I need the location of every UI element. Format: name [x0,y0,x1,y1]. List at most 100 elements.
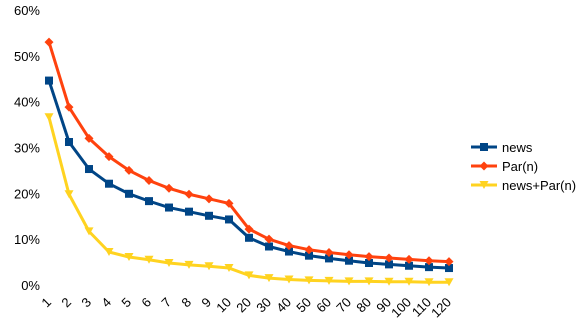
legend-label: news+Par(n) [502,178,576,193]
data-point [405,261,413,270]
data-point [444,257,454,267]
x-tick-label: 10 [213,295,234,316]
data-point [244,271,254,280]
y-tick-label: 60% [14,3,40,18]
chart-axes: 0% 10% 20% 30% 40% 50% 60% 1 2 3 4 5 6 7 8 9 10 20 30 40 50 6… [14,3,454,320]
data-point [205,211,213,220]
data-point [344,277,354,286]
data-point [404,277,414,286]
data-point [285,247,293,256]
data-point [85,165,93,174]
series-2 [44,113,454,287]
y-tick-label: 20% [14,186,40,201]
x-tick-label: 70 [333,295,354,316]
x-tick-label: 60 [313,295,334,316]
x-tick-label: 120 [428,295,454,320]
x-tick-label: 6 [138,295,154,311]
data-point [304,245,314,255]
x-tick-label: 2 [58,295,74,311]
data-point [424,256,434,266]
x-tick-label: 20 [233,295,254,316]
data-point [104,248,114,256]
legend-item: news+Par(n) [471,178,576,193]
data-point [165,203,173,212]
data-point [64,102,74,112]
data-point [84,133,94,143]
data-point [364,252,374,262]
data-point [284,241,294,251]
data-point [65,138,73,146]
data-point [44,37,54,47]
x-tick-label: 8 [178,295,194,311]
x-tick-label: 40 [273,295,294,316]
y-tick-label: 40% [14,95,40,110]
legend-item: Par(n) [471,159,538,174]
data-point [384,277,394,286]
data-point [224,198,234,208]
data-point [384,253,394,263]
data-point [164,183,174,193]
data-point [245,233,253,242]
data-point [105,179,113,188]
data-point [204,194,214,204]
data-point [185,207,193,216]
data-point [425,263,433,272]
legend-marker [479,161,489,171]
x-tick-label: 3 [78,295,94,311]
data-point [124,165,134,175]
data-point [264,234,274,244]
data-point [225,215,233,224]
data-point [164,259,174,267]
data-point [345,256,353,265]
data-point [324,276,334,285]
data-point [204,262,214,271]
data-point [404,254,414,264]
data-point [264,274,274,283]
data-point [84,227,94,236]
data-point [144,176,154,185]
data-point [385,260,393,269]
data-point [364,277,374,286]
y-tick-label: 0% [21,278,40,293]
data-point [284,275,294,284]
x-tick-label: 30 [253,295,274,316]
legend-label: news [502,140,533,155]
legend-item: news [471,140,533,155]
data-point [265,242,273,251]
legend-marker [480,143,488,151]
x-tick-label: 5 [118,295,134,311]
series-0 [45,76,453,273]
data-point [224,264,234,273]
data-point [64,190,74,199]
y-tick-label: 30% [14,141,40,156]
data-point [125,189,133,198]
x-tick-label: 7 [158,295,174,311]
data-point [325,254,333,263]
data-point [344,250,354,260]
data-point [304,276,314,285]
data-point [45,76,53,85]
x-tick-label: 50 [293,295,314,316]
legend-marker [479,181,489,189]
data-point [324,247,334,257]
data-point [145,197,153,206]
chart-series [44,37,454,287]
data-point [124,253,134,262]
data-point [445,264,453,273]
x-tick-label: 1 [38,295,54,311]
x-tick-label: 9 [198,295,214,311]
series-1 [44,37,454,267]
data-point [244,224,254,234]
y-tick-label: 50% [14,49,40,64]
legend-label: Par(n) [502,159,538,174]
data-point [444,278,454,287]
chart-legend: news Par(n) news+Par(n) [471,140,576,193]
data-point [144,255,154,264]
data-point [424,278,434,287]
data-point [184,260,194,269]
data-point [365,259,373,267]
data-point [305,251,313,260]
data-point [104,152,114,162]
x-tick-label: 80 [353,295,374,316]
